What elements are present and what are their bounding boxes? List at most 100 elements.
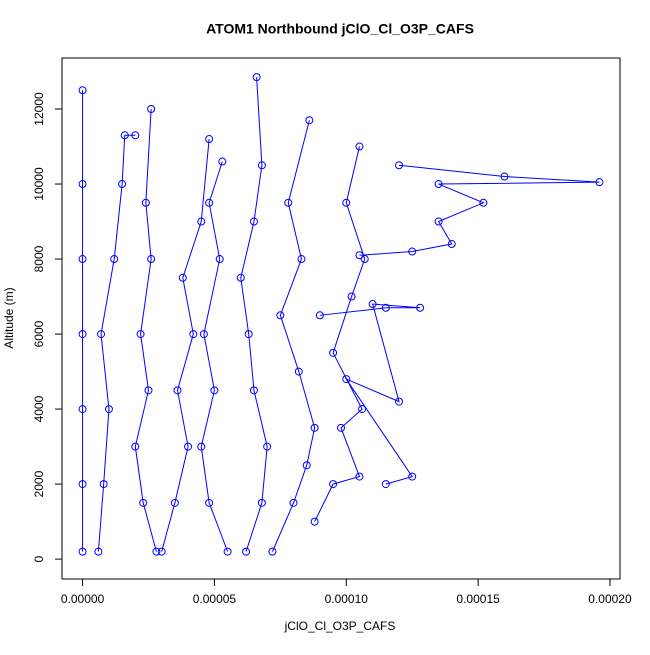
point [215,255,224,264]
point [120,131,129,140]
profile-line [200,161,229,552]
point [197,442,206,451]
point [408,247,417,256]
y-tick-label: 8000 [32,245,46,272]
point [78,405,87,414]
point [276,311,285,320]
point [305,116,314,125]
point [595,178,604,187]
point [104,405,113,414]
point [329,348,338,357]
point [434,180,443,189]
point [205,135,214,144]
point [218,157,227,166]
point [147,255,156,264]
point [310,517,319,526]
point [381,480,390,489]
point [210,386,219,395]
point [395,397,404,406]
point [78,86,87,95]
point [223,547,232,556]
y-tick-label: 4000 [32,395,46,422]
point [199,330,208,339]
point [136,330,145,339]
chart-title: ATOM1 Northbound jClO_Cl_O3P_CAFS [206,21,474,37]
profile-line [134,108,157,552]
point [310,423,319,432]
point [131,442,140,451]
point [184,442,193,451]
profile-line [359,164,600,256]
point [252,73,261,82]
point [189,330,198,339]
point [360,255,369,264]
x-tick-label: 0.00005 [193,592,237,606]
point [170,498,179,507]
point [268,547,277,556]
point [479,198,488,207]
point [144,386,153,395]
point [315,311,324,320]
point [78,180,87,189]
point [342,375,351,384]
point [97,330,106,339]
profile-line [319,303,421,485]
point [395,161,404,170]
point [178,273,187,282]
point [78,547,87,556]
point [99,480,108,489]
point [416,303,425,312]
point [408,472,417,481]
y-axis-label: Altitude (m) [2,287,16,348]
point [368,300,377,309]
point [236,273,245,282]
x-tick-label: 0.00000 [61,592,105,606]
y-tick-label: 0 [32,555,46,562]
point [381,303,390,312]
point [249,217,258,226]
point [78,480,87,489]
point [355,142,364,151]
point [197,217,206,226]
point [205,198,214,207]
point [131,131,140,140]
point [244,330,253,339]
point [78,255,87,264]
point [205,498,214,507]
point [110,255,119,264]
profile-line [314,146,366,522]
point [342,198,351,207]
point [152,547,161,556]
point [173,386,182,395]
profile-line [97,134,136,552]
y-tick-label: 6000 [32,320,46,347]
point [297,255,306,264]
y-tick-label: 2000 [32,470,46,497]
profile-line [240,77,268,552]
point [139,498,148,507]
point [329,480,338,489]
point [257,161,266,170]
point [302,461,311,470]
point [147,105,156,114]
profile-line [271,120,316,552]
x-axis-label: jClO_Cl_O3P_CAFS [284,619,396,633]
point [118,180,127,189]
point [358,405,367,414]
point [347,292,356,301]
point [257,498,266,507]
point [263,442,272,451]
point [355,472,364,481]
point [337,423,345,432]
point [284,198,293,207]
point [500,172,509,181]
x-tick-label: 0.00010 [325,592,369,606]
point [434,217,443,226]
point [157,547,166,556]
point [447,240,456,249]
point [78,330,87,339]
y-tick-label: 12000 [32,92,46,126]
point [294,367,303,376]
point [242,547,251,556]
